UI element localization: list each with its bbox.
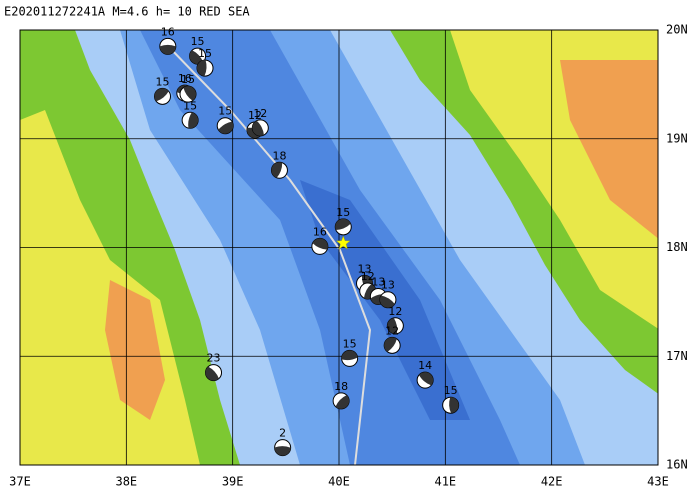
- depth-label: 14: [418, 359, 432, 372]
- y-tick-label: 17N: [666, 349, 688, 363]
- depth-label: 2: [279, 427, 286, 440]
- y-tick-label: 20N: [666, 23, 688, 37]
- x-tick-label: 43E: [647, 475, 669, 489]
- depth-label: 16: [178, 72, 192, 85]
- compressional-quadrant: [189, 50, 204, 65]
- x-tick-label: 40E: [328, 475, 350, 489]
- depth-label: 12: [248, 109, 262, 122]
- depth-label: 13: [358, 262, 372, 275]
- compressional-quadrant: [341, 350, 358, 361]
- depth-label: 13: [371, 275, 385, 288]
- depth-label: 12: [388, 305, 402, 318]
- compressional-quadrant: [218, 121, 234, 134]
- depth-label: 18: [272, 149, 286, 162]
- depth-label: 15: [218, 105, 232, 118]
- depth-label: 15: [343, 337, 357, 350]
- x-tick-label: 41E: [434, 475, 456, 489]
- y-tick-label: 16N: [666, 458, 688, 472]
- compressional-quadrant: [205, 366, 219, 381]
- map-title: E202011272241A M=4.6 h= 10 RED SEA: [4, 5, 250, 19]
- compressional-quadrant: [252, 120, 264, 136]
- compressional-quadrant: [384, 337, 397, 352]
- depth-label: 15: [444, 384, 458, 397]
- depth-label: 15: [183, 99, 197, 112]
- compressional-quadrant: [154, 88, 169, 102]
- y-tick-label: 19N: [666, 131, 688, 145]
- depth-label: 12: [385, 324, 399, 337]
- compressional-quadrant: [449, 397, 459, 414]
- compressional-quadrant: [188, 112, 199, 129]
- compressional-quadrant: [197, 60, 207, 77]
- depth-label: 15: [155, 75, 169, 88]
- compressional-quadrant: [274, 446, 291, 456]
- depth-label: 18: [334, 380, 348, 393]
- depth-label: 15: [191, 35, 205, 48]
- x-tick-label: 37E: [9, 475, 31, 489]
- x-tick-label: 38E: [115, 475, 137, 489]
- depth-label: 12: [361, 270, 375, 283]
- depth-label: 23: [207, 352, 221, 365]
- compressional-quadrant: [183, 86, 197, 101]
- compressional-quadrant: [159, 44, 176, 55]
- y-tick-label: 18N: [666, 240, 688, 254]
- x-tick-label: 42E: [541, 475, 563, 489]
- depth-label: 16: [313, 225, 327, 238]
- compressional-quadrant: [271, 162, 283, 178]
- depth-label: 13: [381, 279, 395, 292]
- compressional-quadrant: [312, 238, 328, 250]
- compressional-quadrant: [419, 372, 434, 386]
- compressional-quadrant: [335, 395, 350, 409]
- depth-label: 12: [253, 107, 267, 120]
- compressional-quadrant: [379, 295, 395, 308]
- depth-label: 15: [198, 47, 212, 60]
- depth-label: 15: [336, 206, 350, 219]
- x-tick-label: 39E: [222, 475, 244, 489]
- compressional-quadrant: [335, 218, 351, 230]
- depth-label: 16: [161, 25, 175, 38]
- main-event-star: [335, 235, 351, 250]
- compressional-quadrant: [387, 317, 398, 334]
- depth-label: 15: [181, 73, 195, 86]
